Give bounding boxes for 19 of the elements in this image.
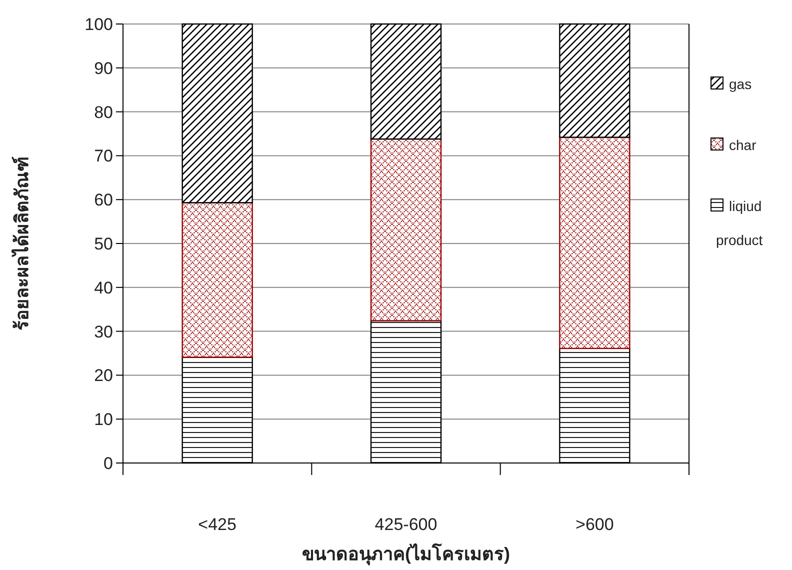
y-tick-label: 60 bbox=[94, 190, 113, 210]
legend-label: gas bbox=[729, 76, 752, 92]
y-tick-label: 20 bbox=[94, 366, 113, 386]
y-tick-label: 90 bbox=[94, 58, 113, 78]
text: liqiud product bbox=[716, 198, 763, 248]
x-tick-label: <425 bbox=[198, 515, 236, 534]
x-tick-label: >600 bbox=[576, 515, 614, 534]
y-axis-title: ร้อยละผลได้ผลิตภัณฑ์ bbox=[11, 156, 32, 330]
y-tick-label: 80 bbox=[94, 102, 113, 122]
y-tick-label: 0 bbox=[104, 454, 113, 473]
y-tick-label: 100 bbox=[84, 15, 113, 34]
y-tick-label: 10 bbox=[94, 410, 113, 430]
x-axis-title: ขนาดอนุภาค(ไมโครเมตร) bbox=[302, 543, 510, 566]
x-tick-label: 425-600 bbox=[374, 515, 438, 534]
y-tick-label: 40 bbox=[94, 278, 113, 298]
y-tick-label: 30 bbox=[94, 322, 113, 342]
legend-label: char bbox=[729, 137, 757, 153]
y-tick-label: 70 bbox=[94, 146, 113, 166]
y-tick-label: 50 bbox=[94, 234, 113, 254]
